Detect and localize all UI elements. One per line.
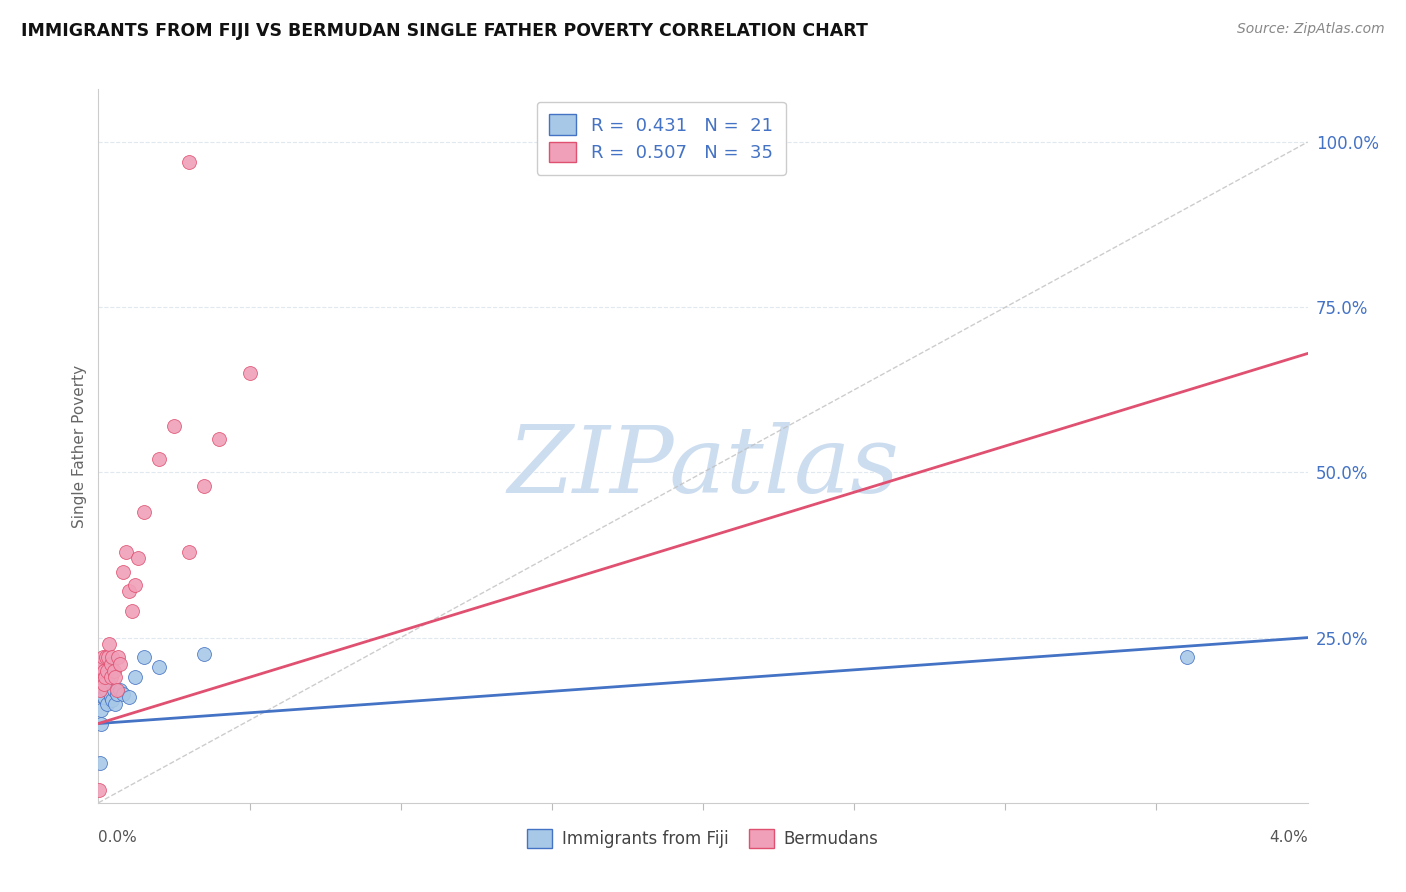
Text: 0.0%: 0.0% <box>98 830 138 845</box>
Point <box>100 657 122 671</box>
Text: ZIPatlas: ZIPatlas <box>508 423 898 512</box>
Point <box>118 584 141 599</box>
Point <box>132 650 155 665</box>
Point <box>89 683 111 698</box>
Point <box>124 670 146 684</box>
Point <box>91 650 114 665</box>
Point <box>208 433 231 447</box>
Point <box>89 756 111 771</box>
Point <box>179 154 201 169</box>
Point <box>93 664 115 678</box>
Point <box>103 683 125 698</box>
Point <box>98 677 121 691</box>
Point <box>111 687 134 701</box>
Point <box>105 687 128 701</box>
Point <box>132 505 155 519</box>
Point <box>121 604 143 618</box>
Point <box>89 782 111 797</box>
Point <box>90 664 112 678</box>
Point <box>107 650 129 665</box>
Text: Source: ZipAtlas.com: Source: ZipAtlas.com <box>1237 22 1385 37</box>
Point <box>148 452 170 467</box>
Point <box>111 565 134 579</box>
Point <box>105 683 128 698</box>
Point <box>114 545 136 559</box>
Point <box>91 690 114 704</box>
Y-axis label: Single Father Poverty: Single Father Poverty <box>72 365 87 527</box>
Point <box>90 703 112 717</box>
Point <box>193 478 215 492</box>
Point <box>108 657 131 671</box>
Point <box>98 637 121 651</box>
Point <box>118 690 141 704</box>
Point <box>193 647 215 661</box>
Point <box>148 660 170 674</box>
Point <box>239 367 262 381</box>
Point <box>93 690 115 704</box>
Point <box>96 664 118 678</box>
Point <box>163 419 186 434</box>
Text: 4.0%: 4.0% <box>1268 830 1308 845</box>
Point <box>101 650 124 665</box>
Point <box>108 683 131 698</box>
Point <box>101 693 124 707</box>
Point <box>1175 650 1198 665</box>
Point <box>179 545 201 559</box>
Point <box>97 650 120 665</box>
Point <box>103 664 125 678</box>
Point <box>124 578 146 592</box>
Point <box>100 690 122 704</box>
Point <box>94 670 117 684</box>
Point <box>94 683 117 698</box>
Point <box>91 657 114 671</box>
Point <box>93 677 115 691</box>
Point <box>127 551 149 566</box>
Point <box>104 697 127 711</box>
Legend: Immigrants from Fiji, Bermudans: Immigrants from Fiji, Bermudans <box>520 822 886 855</box>
Point <box>96 697 118 711</box>
Point <box>100 670 122 684</box>
Text: IMMIGRANTS FROM FIJI VS BERMUDAN SINGLE FATHER POVERTY CORRELATION CHART: IMMIGRANTS FROM FIJI VS BERMUDAN SINGLE … <box>21 22 868 40</box>
Point <box>104 670 127 684</box>
Point <box>94 650 117 665</box>
Point <box>90 716 112 731</box>
Point <box>90 670 112 684</box>
